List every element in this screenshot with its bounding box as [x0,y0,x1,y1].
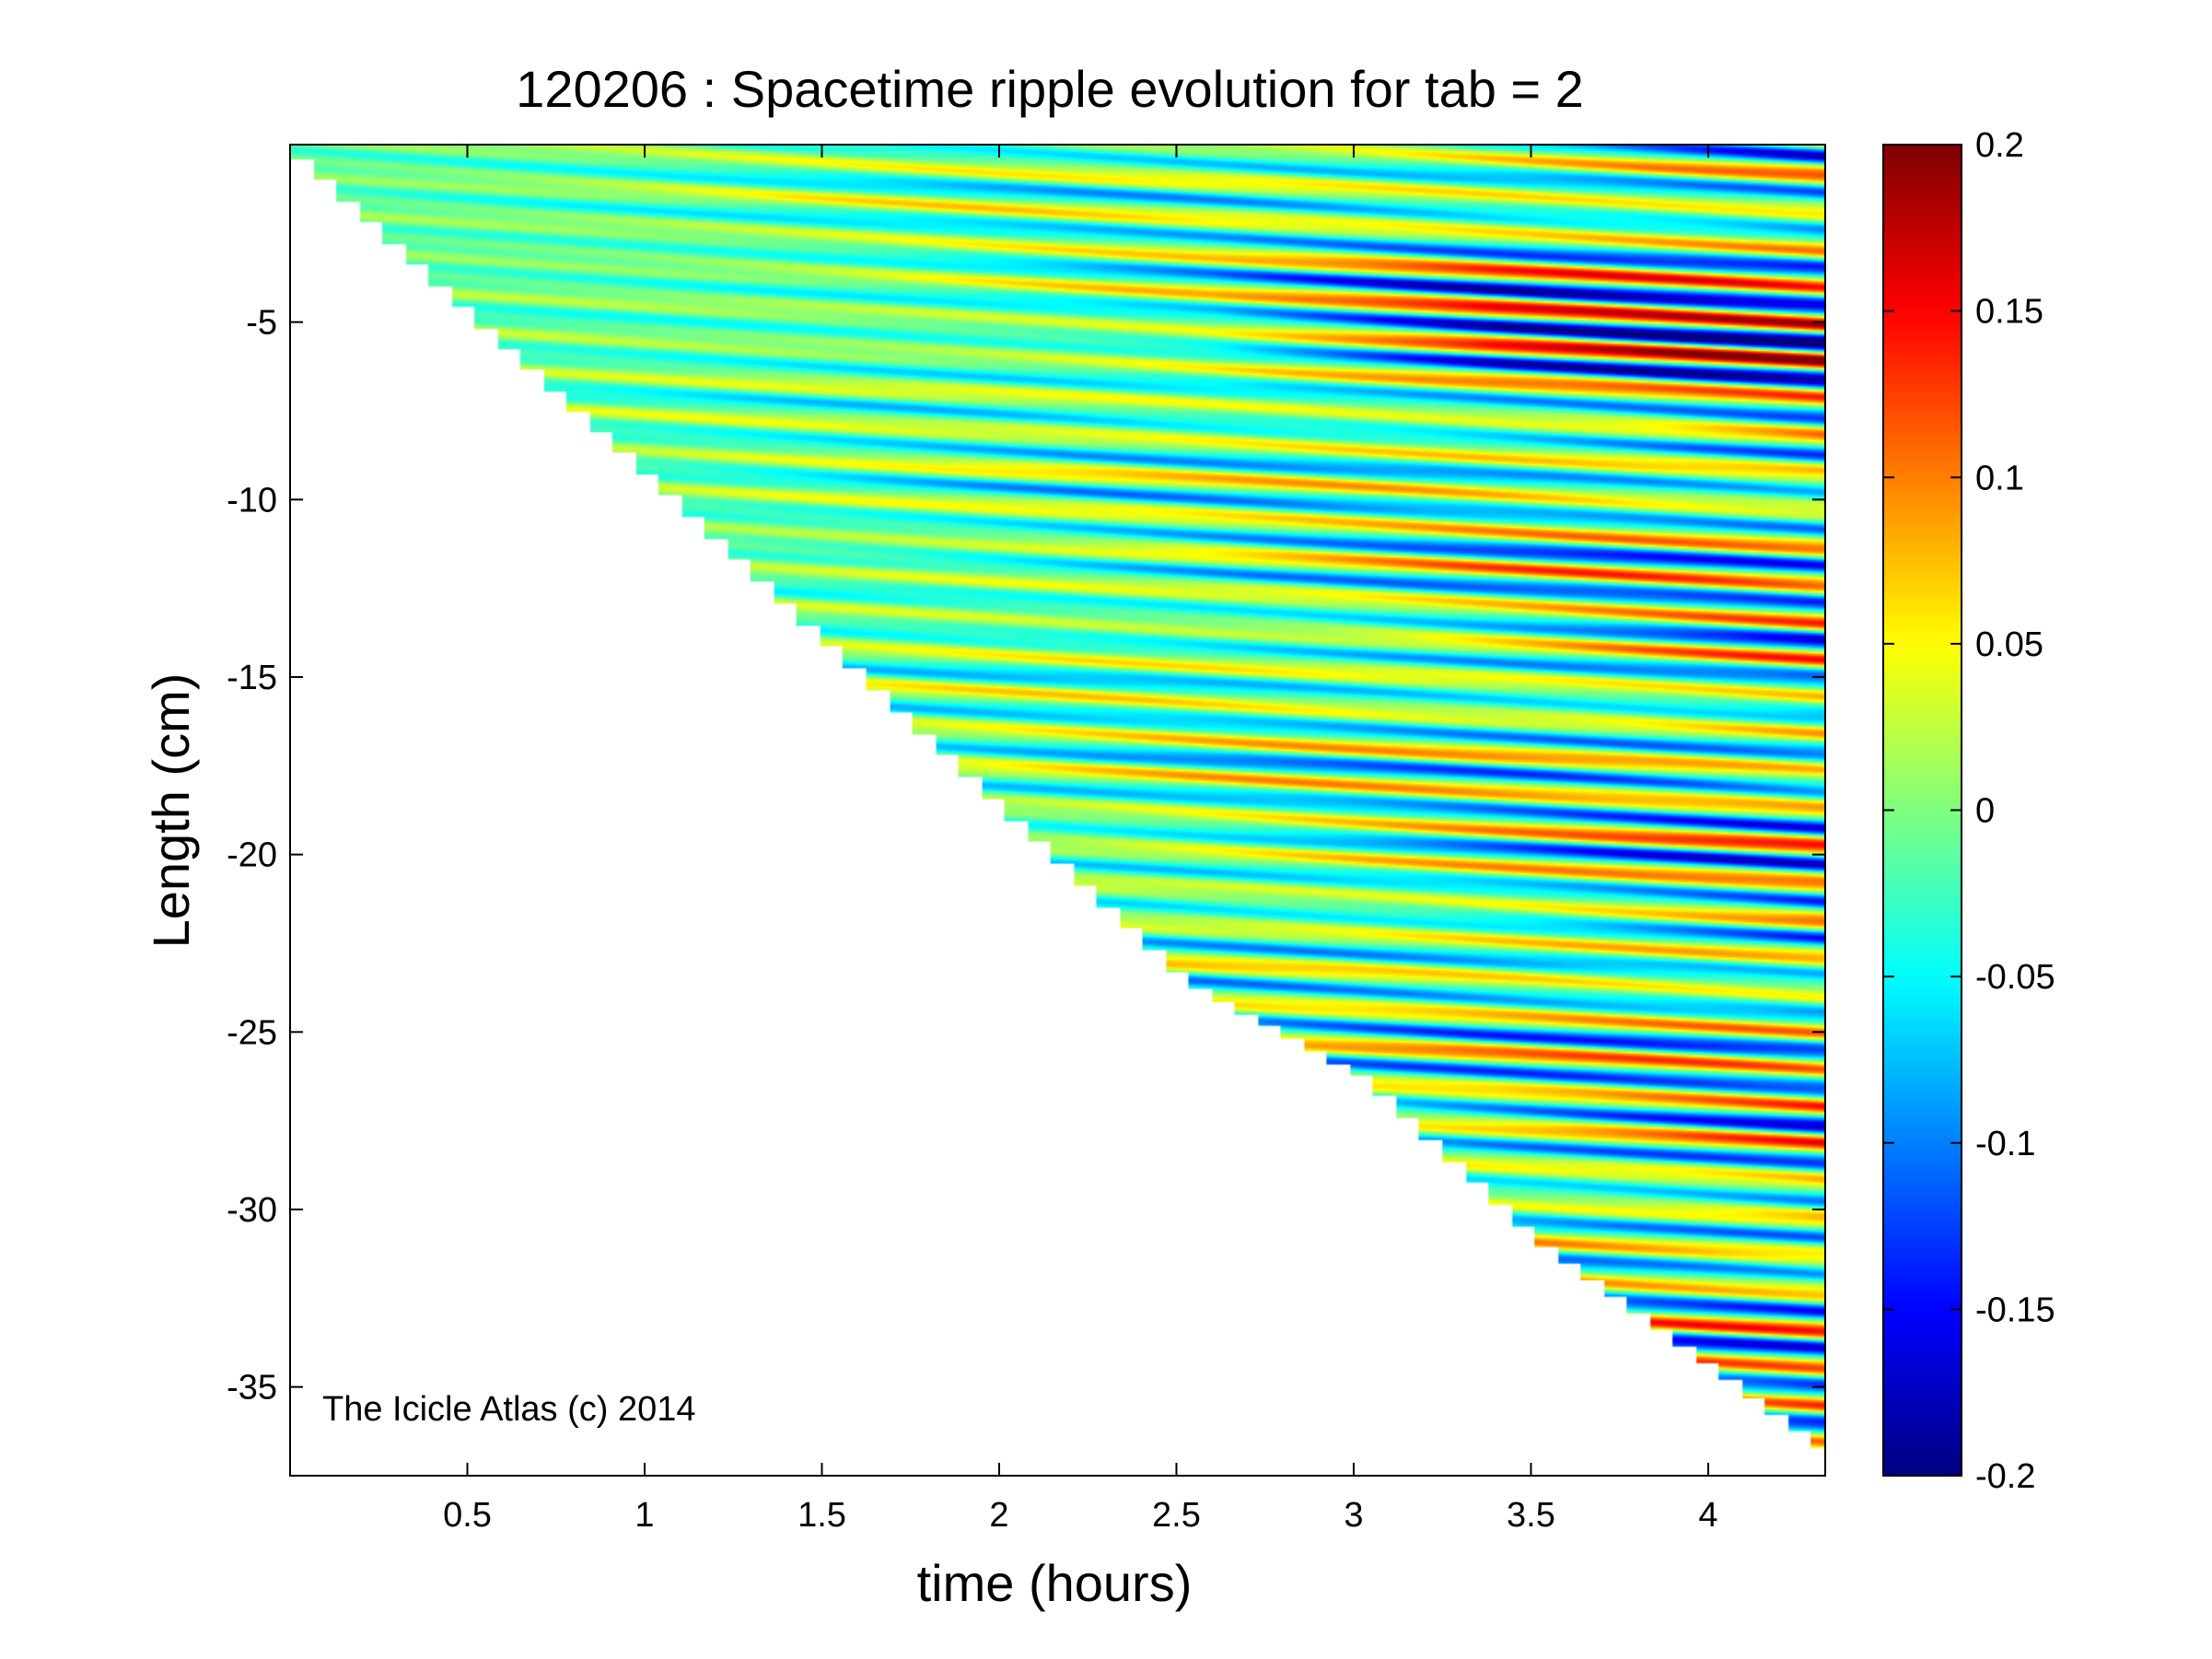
y-tick-label: -20 [227,836,277,875]
x-tick-label: 2 [989,1496,1008,1535]
colorbar-tick-label: -0.2 [1975,1457,2035,1496]
x-axis: 0.5 1 1.5 2 2.5 3 3.5 4 [443,145,1718,1535]
x-tick-label: 1 [634,1496,654,1535]
x-tick-label: 2.5 [1152,1496,1201,1535]
colorbar-tick-label: -0.1 [1975,1125,2035,1163]
y-axis: -5 -10 -15 -20 -25 -30 -35 [227,304,1825,1408]
colorbar-ticks: 0.2 0.15 0.1 0.05 0 -0.05 -0.1 -0.15 -0.2 [1883,126,2055,1496]
colorbar-tick-label: -0.05 [1975,958,2055,997]
x-tick-label: 4 [1698,1496,1717,1535]
colorbar-tick-label: 0 [1975,792,1995,831]
y-tick-label: -10 [227,481,277,520]
x-tick-label: 3.5 [1507,1496,1555,1535]
heatmap-image [290,145,1825,1476]
y-tick-label: -25 [227,1013,277,1052]
colorbar-tick-label: 0.05 [1975,625,2043,664]
colorbar-tick-label: 0.15 [1975,293,2043,332]
x-axis-label: time (hours) [917,1554,1193,1612]
x-tick-label: 0.5 [443,1496,492,1535]
y-axis-label: Length (cm) [142,673,200,949]
colorbar: 0.2 0.15 0.1 0.05 0 -0.05 -0.1 -0.15 -0.2 [1882,126,2055,1496]
y-tick-label: -35 [227,1369,277,1408]
x-tick-label: 1.5 [797,1496,846,1535]
heatmap [290,145,1825,1476]
watermark-annotation: The Icicle Atlas (c) 2014 [322,1390,696,1429]
plot-frame [289,144,1826,1477]
colorbar-gradient [1883,145,1962,1476]
chart-title: 120206 : Spacetime ripple evolution for … [516,60,1584,118]
colorbar-tick-label: 0.2 [1975,126,2024,165]
colorbar-tick-label: -0.15 [1975,1291,2055,1329]
y-tick-label: -15 [227,659,277,697]
y-tick-label: -30 [227,1191,277,1230]
y-tick-label: -5 [246,304,277,343]
colorbar-tick-label: 0.1 [1975,459,2024,497]
x-tick-label: 3 [1344,1496,1363,1535]
